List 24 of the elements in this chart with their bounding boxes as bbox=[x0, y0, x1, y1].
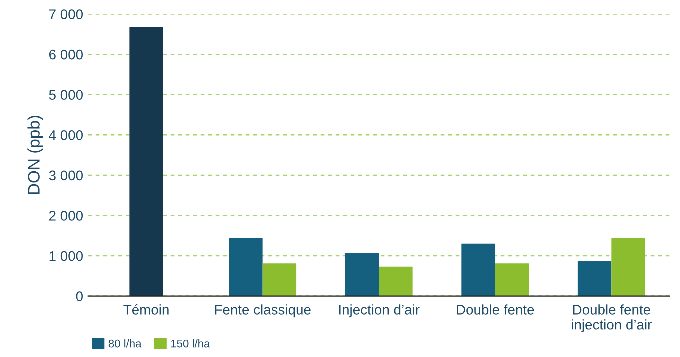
x-tick-label: Injection d’air bbox=[339, 304, 420, 318]
y-tick-label: 5 000 bbox=[49, 90, 83, 100]
x-tick-label: Double fente injection d’air bbox=[572, 304, 652, 333]
bar bbox=[495, 264, 530, 296]
y-tick-label: 4 000 bbox=[49, 130, 83, 140]
y-tick-label: 7 000 bbox=[50, 10, 83, 20]
y-tick-label: 1 000 bbox=[50, 251, 83, 262]
bar bbox=[462, 244, 496, 296]
bar bbox=[229, 238, 263, 296]
bar bbox=[578, 261, 612, 296]
x-tick-label: Fente classique bbox=[215, 304, 311, 318]
bar bbox=[379, 266, 413, 296]
y-tick-label: 2 000 bbox=[49, 211, 83, 221]
x-tick-label: Témoin bbox=[124, 304, 169, 315]
y-tick-label: 3 000 bbox=[49, 170, 83, 181]
y-axis-title: DON (ppb) bbox=[28, 116, 44, 194]
y-tick-label: 6 000 bbox=[49, 50, 83, 60]
bar bbox=[262, 264, 297, 296]
bar bbox=[345, 253, 380, 296]
bar bbox=[612, 238, 646, 296]
legend-label: 150 l/ha bbox=[171, 340, 210, 348]
x-tick-label: Double fente bbox=[457, 304, 534, 315]
legend-label: 80 l/ha bbox=[108, 340, 142, 348]
y-tick-label: 0 bbox=[76, 292, 83, 302]
